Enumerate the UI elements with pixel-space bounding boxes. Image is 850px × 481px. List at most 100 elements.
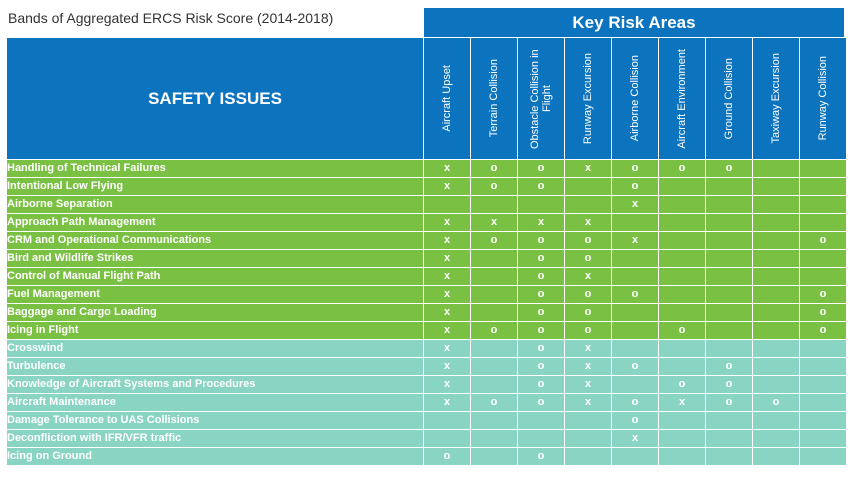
risk-mark-cell <box>705 321 753 340</box>
risk-mark-cell <box>658 357 706 376</box>
risk-area-header-terrain-collision: Terrain Collision <box>470 37 518 160</box>
safety-issue-airborne-separation: Airborne Separation <box>6 195 424 214</box>
risk-mark-cell <box>799 249 847 268</box>
risk-mark-cell: x <box>611 429 659 448</box>
risk-mark-cell: o <box>705 393 753 412</box>
risk-mark-cell: x <box>564 339 612 358</box>
safety-issue-control-of-manual-flight-path: Control of Manual Flight Path <box>6 267 424 286</box>
risk-mark-cell: o <box>564 249 612 268</box>
risk-mark-cell: o <box>752 393 800 412</box>
risk-mark-cell <box>564 447 612 466</box>
risk-area-header-ground-collision: Ground Collision <box>705 37 753 160</box>
table-row: Airborne Separation x <box>6 195 847 214</box>
risk-mark-cell: o <box>799 321 847 340</box>
risk-mark-cell: x <box>423 213 471 232</box>
table-row: Fuel Management x o o o o <box>6 285 847 304</box>
risk-mark-cell <box>752 177 800 196</box>
risk-mark-cell: o <box>517 285 565 304</box>
risk-mark-cell <box>705 429 753 448</box>
risk-mark-cell: x <box>423 375 471 394</box>
risk-mark-cell <box>752 267 800 286</box>
risk-mark-cell: x <box>564 159 612 178</box>
risk-mark-cell <box>564 429 612 448</box>
risk-mark-cell <box>658 339 706 358</box>
risk-mark-cell <box>611 339 659 358</box>
risk-mark-cell <box>611 375 659 394</box>
risk-mark-cell: x <box>564 393 612 412</box>
risk-area-label: Aircraft Upset <box>441 65 453 132</box>
chart-title: Bands of Aggregated ERCS Risk Score (201… <box>8 10 334 26</box>
risk-mark-cell <box>799 213 847 232</box>
table-row: Damage Tolerance to UAS Collisions o <box>6 411 847 430</box>
risk-mark-cell <box>658 213 706 232</box>
risk-area-header-taxiway-excursion: Taxiway Excursion <box>752 37 800 160</box>
risk-mark-cell <box>705 177 753 196</box>
risk-area-label: Terrain Collision <box>488 59 500 138</box>
risk-mark-cell: o <box>470 321 518 340</box>
table-row: Baggage and Cargo Loading x o o o <box>6 303 847 322</box>
risk-mark-cell <box>658 447 706 466</box>
risk-mark-cell <box>752 303 800 322</box>
risk-mark-cell: x <box>423 159 471 178</box>
risk-mark-cell <box>611 267 659 286</box>
risk-mark-cell <box>752 339 800 358</box>
risk-mark-cell: o <box>611 177 659 196</box>
risk-mark-cell <box>564 411 612 430</box>
risk-mark-cell <box>470 357 518 376</box>
risk-mark-cell <box>799 429 847 448</box>
risk-mark-cell <box>470 447 518 466</box>
risk-mark-cell: x <box>564 375 612 394</box>
risk-mark-cell <box>752 429 800 448</box>
safety-issue-icing-on-ground: Icing on Ground <box>6 447 424 466</box>
safety-issue-approach-path-management: Approach Path Management <box>6 213 424 232</box>
risk-mark-cell <box>658 249 706 268</box>
risk-area-label: Taxiway Excursion <box>770 53 782 144</box>
risk-matrix-table: SAFETY ISSUES Aircraft Upset Terrain Coll… <box>6 37 847 466</box>
risk-mark-cell <box>799 375 847 394</box>
risk-mark-cell: x <box>423 267 471 286</box>
risk-mark-cell <box>470 411 518 430</box>
risk-area-header-obstacle-collision-in-flight: Obstacle Collision in Flight <box>517 37 565 160</box>
risk-mark-cell <box>752 249 800 268</box>
risk-mark-cell <box>658 195 706 214</box>
risk-mark-cell: o <box>517 231 565 250</box>
risk-mark-cell: x <box>564 267 612 286</box>
risk-area-label: Runway Collision <box>817 56 829 141</box>
risk-mark-cell: o <box>658 159 706 178</box>
risk-mark-cell <box>799 411 847 430</box>
safety-issue-aircraft-maintenance: Aircraft Maintenance <box>6 393 424 412</box>
risk-mark-cell: x <box>423 393 471 412</box>
table-body: Handling of Technical Failures x o o x o o o Int… <box>6 159 847 466</box>
safety-issue-icing-in-flight: Icing in Flight <box>6 321 424 340</box>
risk-mark-cell <box>658 429 706 448</box>
risk-mark-cell <box>658 267 706 286</box>
risk-mark-cell: o <box>564 231 612 250</box>
risk-mark-cell: o <box>517 339 565 358</box>
risk-mark-cell: o <box>799 285 847 304</box>
risk-mark-cell: x <box>423 357 471 376</box>
risk-mark-cell: o <box>705 357 753 376</box>
risk-mark-cell <box>470 285 518 304</box>
safety-issue-knowledge-of-aircraft-systems-and-procedures: Knowledge of Aircraft Systems and Proced… <box>6 375 424 394</box>
risk-mark-cell: x <box>423 303 471 322</box>
risk-mark-cell: o <box>658 321 706 340</box>
risk-mark-cell <box>705 195 753 214</box>
key-risk-areas-banner: Key Risk Areas <box>424 8 844 37</box>
safety-issue-crm-and-operational-communications: CRM and Operational Communications <box>6 231 424 250</box>
risk-mark-cell <box>470 429 518 448</box>
risk-mark-cell <box>799 159 847 178</box>
table-row: Control of Manual Flight Path x o x <box>6 267 847 286</box>
risk-mark-cell: o <box>517 177 565 196</box>
risk-area-label: Aircraft Environment <box>676 48 688 149</box>
table-row: Icing in Flight x o o o o o <box>6 321 847 340</box>
risk-mark-cell <box>705 303 753 322</box>
risk-mark-cell: x <box>611 231 659 250</box>
risk-mark-cell <box>705 411 753 430</box>
risk-mark-cell: o <box>517 159 565 178</box>
risk-mark-cell: o <box>470 393 518 412</box>
risk-area-label: Airborne Collision <box>629 55 641 142</box>
risk-mark-cell <box>752 375 800 394</box>
risk-mark-cell: x <box>423 249 471 268</box>
risk-mark-cell <box>470 375 518 394</box>
safety-issue-intentional-low-flying: Intentional Low Flying <box>6 177 424 196</box>
